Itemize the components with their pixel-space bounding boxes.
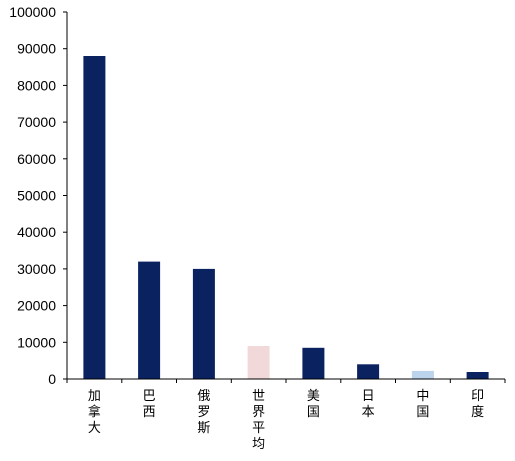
y-tick-labels: 0 10000 20000 30000 40000 50000 60000 70000 8000…	[9, 4, 56, 387]
y-tick-label: 30000	[17, 261, 56, 277]
bar-8	[466, 372, 489, 379]
y-tick-label: 70000	[17, 114, 56, 130]
y-tick-label: 100000	[9, 4, 56, 20]
y-tick-label: 90000	[17, 41, 56, 57]
y-tick-label: 10000	[17, 334, 56, 350]
axes-group	[63, 11, 506, 383]
y-tick-label: 20000	[17, 298, 56, 314]
bar-2	[138, 261, 161, 379]
bars-group	[83, 56, 489, 379]
x-tick-label: 美国	[307, 388, 320, 419]
x-tick-labels: 加拿大 巴西 俄罗斯 世界平均 美国 日本 中国 印度	[88, 388, 484, 451]
bar-1	[83, 56, 106, 379]
bar-7	[411, 370, 434, 379]
bar-3	[192, 268, 215, 379]
bar-4	[247, 346, 270, 379]
bar-6	[357, 364, 380, 379]
x-tick-label: 日本	[362, 388, 375, 419]
x-tick-label: 印度	[471, 388, 484, 419]
y-tick-label: 50000	[17, 188, 56, 204]
y-tick-label: 0	[48, 371, 56, 387]
x-tick-label: 巴西	[143, 388, 156, 419]
x-tick-label: 中国	[416, 388, 429, 419]
y-tick-label: 40000	[17, 224, 56, 240]
x-tick-label: 加拿大	[88, 388, 101, 435]
x-tick-label: 俄罗斯	[197, 388, 210, 435]
y-tick-label: 60000	[17, 151, 56, 167]
y-tick-label: 80000	[17, 77, 56, 93]
x-tick-label: 世界平均	[252, 388, 265, 451]
bar-5	[302, 347, 325, 379]
